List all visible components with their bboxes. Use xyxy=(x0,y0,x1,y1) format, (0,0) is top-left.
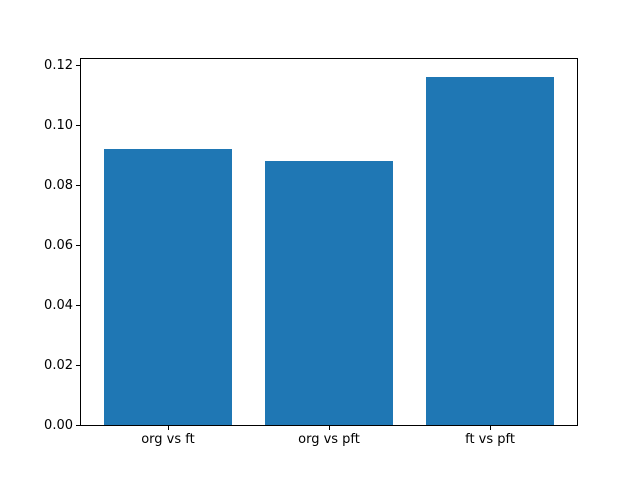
y-tick-mark xyxy=(76,365,80,366)
y-tick-label-0.12: 0.12 xyxy=(44,58,73,73)
y-tick-label-0.02: 0.02 xyxy=(44,358,73,373)
x-tick-mark xyxy=(490,426,492,430)
x-tick-label-org-vs-ft: org vs ft xyxy=(141,432,195,447)
y-tick-label-0.00: 0.00 xyxy=(44,418,73,433)
y-tick-label-0.06: 0.06 xyxy=(44,238,73,253)
x-tick-label-org-vs-pft: org vs pft xyxy=(298,432,360,447)
x-tick-mark xyxy=(329,426,330,430)
y-tick-mark xyxy=(76,125,80,126)
y-tick-label-0.08: 0.08 xyxy=(44,178,73,193)
bar-ft-vs-pft xyxy=(425,77,555,425)
x-tick-label-ft-vs-pft: ft vs pft xyxy=(465,432,515,447)
bar-org-vs-ft xyxy=(103,149,233,425)
bar-org-vs-pft xyxy=(264,161,394,425)
plot-area: 0.00 0.02 0.04 0.06 0.08 0.10 0.12 org vs ft or… xyxy=(44,58,578,447)
y-tick-mark xyxy=(76,245,80,246)
y-tick-mark xyxy=(76,425,80,426)
y-tick-mark xyxy=(76,305,80,306)
y-tick-label-0.04: 0.04 xyxy=(44,298,73,313)
y-tick-mark xyxy=(76,185,80,186)
y-tick-label-0.10: 0.10 xyxy=(44,118,73,133)
y-tick-mark xyxy=(76,65,80,66)
x-tick-mark xyxy=(167,426,169,430)
